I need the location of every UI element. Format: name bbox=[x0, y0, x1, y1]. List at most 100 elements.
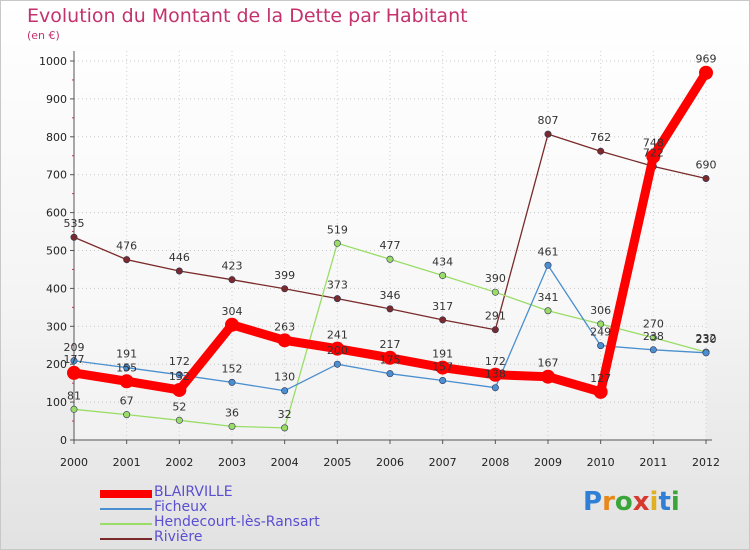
data-point-1 bbox=[281, 387, 289, 395]
data-point-1 bbox=[386, 370, 394, 378]
data-point-0 bbox=[330, 341, 345, 356]
legend-item: Hendecourt-lès-Ransart bbox=[100, 514, 360, 530]
legend-label: Hendecourt-lès-Ransart bbox=[154, 514, 320, 530]
data-label-2: 477 bbox=[380, 239, 401, 252]
x-tick-label: 2006 bbox=[376, 456, 404, 469]
chart-subtitle: (en €) bbox=[27, 29, 60, 42]
data-point-2 bbox=[175, 416, 183, 424]
x-tick-label: 2012 bbox=[692, 456, 720, 469]
data-label-2: 434 bbox=[432, 256, 453, 269]
data-label-1: 249 bbox=[590, 326, 611, 339]
data-label-0: 155 bbox=[116, 361, 137, 374]
data-label-0: 263 bbox=[274, 320, 295, 333]
data-point-2 bbox=[70, 405, 78, 413]
data-label-1: 230 bbox=[696, 333, 717, 346]
x-tick-label: 2004 bbox=[271, 456, 299, 469]
data-point-1 bbox=[123, 364, 131, 372]
data-point-1 bbox=[70, 357, 78, 365]
data-point-1 bbox=[439, 376, 447, 384]
legend-swatch bbox=[100, 508, 152, 510]
data-label-0: 177 bbox=[64, 353, 85, 366]
legend-swatch bbox=[100, 490, 152, 498]
x-tick-label: 2008 bbox=[481, 456, 509, 469]
legend-label: Ficheux bbox=[154, 499, 208, 515]
data-label-0: 748 bbox=[643, 137, 664, 150]
data-point-1 bbox=[702, 349, 710, 357]
data-label-3: 317 bbox=[432, 300, 453, 313]
data-label-0: 241 bbox=[327, 329, 348, 342]
data-label-3: 535 bbox=[64, 217, 85, 230]
data-label-2: 52 bbox=[172, 400, 186, 413]
data-point-1 bbox=[649, 346, 657, 354]
data-label-2: 36 bbox=[225, 406, 239, 419]
data-point-0 bbox=[488, 367, 503, 382]
data-label-0: 191 bbox=[432, 348, 453, 361]
data-point-0 bbox=[172, 382, 187, 397]
legend-item: BLAIRVILLE bbox=[100, 484, 360, 500]
data-point-1 bbox=[597, 342, 605, 350]
x-tick-label: 2009 bbox=[534, 456, 562, 469]
legend-swatch bbox=[100, 538, 152, 540]
data-label-2: 341 bbox=[538, 291, 559, 304]
data-point-3 bbox=[702, 174, 710, 182]
data-point-3 bbox=[386, 305, 394, 313]
data-point-1 bbox=[333, 360, 341, 368]
data-point-2 bbox=[491, 288, 499, 296]
data-label-2: 232 bbox=[696, 332, 717, 345]
data-point-3 bbox=[123, 256, 131, 264]
data-point-1 bbox=[228, 378, 236, 386]
data-label-0: 172 bbox=[485, 355, 506, 368]
y-tick-label: 300 bbox=[46, 320, 67, 333]
data-label-3: 476 bbox=[116, 240, 137, 253]
y-tick-label: 100 bbox=[46, 396, 67, 409]
data-label-1: 191 bbox=[116, 348, 137, 361]
data-label-2: 390 bbox=[485, 272, 506, 285]
data-point-2 bbox=[333, 239, 341, 247]
legend-item: Ficheux bbox=[100, 499, 360, 515]
x-tick-label: 2011 bbox=[639, 456, 667, 469]
data-point-3 bbox=[281, 285, 289, 293]
y-tick-label: 800 bbox=[46, 131, 67, 144]
data-point-1 bbox=[491, 384, 499, 392]
y-tick-label: 0 bbox=[60, 434, 67, 447]
data-point-0 bbox=[699, 65, 713, 80]
data-point-0 bbox=[119, 374, 134, 389]
data-label-2: 81 bbox=[67, 389, 81, 402]
data-label-3: 346 bbox=[380, 289, 401, 302]
data-point-3 bbox=[175, 267, 183, 275]
data-point-2 bbox=[544, 307, 552, 315]
data-label-1: 238 bbox=[643, 330, 664, 343]
data-label-3: 446 bbox=[169, 251, 190, 264]
data-label-3: 423 bbox=[222, 260, 243, 273]
data-point-2 bbox=[281, 424, 289, 432]
data-label-1: 138 bbox=[485, 368, 506, 381]
x-tick-label: 2002 bbox=[165, 456, 193, 469]
data-point-0 bbox=[435, 360, 450, 375]
data-point-1 bbox=[544, 261, 552, 269]
data-label-0: 217 bbox=[380, 338, 401, 351]
x-tick-label: 2003 bbox=[218, 456, 246, 469]
data-point-3 bbox=[333, 295, 341, 303]
y-tick-label: 1000 bbox=[39, 55, 67, 68]
x-tick-label: 2000 bbox=[60, 456, 88, 469]
data-point-0 bbox=[593, 384, 608, 399]
data-label-1: 175 bbox=[380, 354, 401, 367]
legend-item: Rivière bbox=[100, 529, 360, 545]
data-point-0 bbox=[225, 317, 239, 332]
data-point-3 bbox=[491, 326, 499, 334]
logo-letter: P bbox=[583, 487, 603, 517]
data-label-1: 461 bbox=[538, 245, 559, 258]
data-point-2 bbox=[386, 255, 394, 263]
y-tick-label: 500 bbox=[46, 245, 67, 258]
logo-letter: i bbox=[670, 487, 680, 517]
data-point-0 bbox=[541, 369, 555, 384]
data-label-3: 722 bbox=[643, 146, 664, 159]
data-label-3: 373 bbox=[327, 279, 348, 292]
data-label-2: 270 bbox=[643, 318, 664, 331]
data-label-1: 200 bbox=[327, 344, 348, 357]
data-point-2 bbox=[228, 422, 236, 430]
y-tick-label: 700 bbox=[46, 169, 67, 182]
data-point-3 bbox=[228, 276, 236, 284]
data-label-1: 209 bbox=[64, 341, 85, 354]
